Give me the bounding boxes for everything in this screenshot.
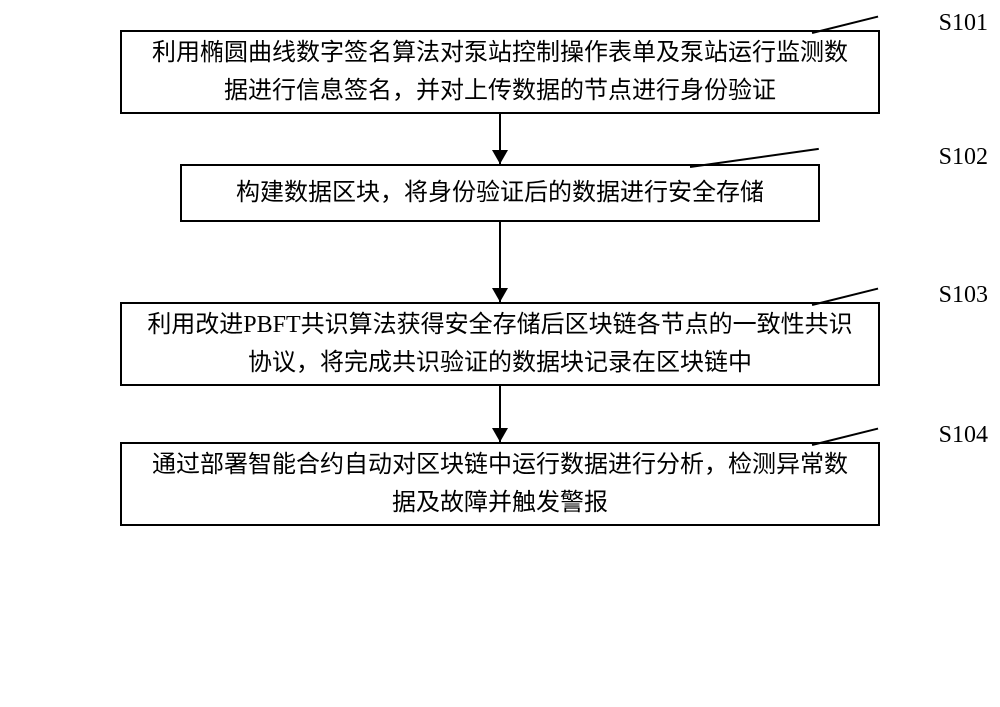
flow-step-3-text: 利用改进PBFT共识算法获得安全存储后区块链各节点的一致性共识协议，将完成共识验… bbox=[142, 306, 858, 383]
flowchart-container: 利用椭圆曲线数字签名算法对泵站控制操作表单及泵站运行监测数据进行信息签名，并对上… bbox=[50, 30, 950, 526]
arrow-2 bbox=[120, 222, 880, 302]
flow-step-4: 通过部署智能合约自动对区块链中运行数据进行分析，检测异常数据及故障并触发警报 S… bbox=[120, 442, 880, 526]
flow-step-2-text: 构建数据区块，将身份验证后的数据进行安全存储 bbox=[236, 174, 764, 212]
arrow-3 bbox=[120, 386, 880, 442]
leader-line-1 bbox=[812, 16, 878, 34]
flow-step-3-label: S103 bbox=[939, 276, 988, 314]
flow-step-4-text: 通过部署智能合约自动对区块链中运行数据进行分析，检测异常数据及故障并触发警报 bbox=[142, 446, 858, 523]
flow-step-1: 利用椭圆曲线数字签名算法对泵站控制操作表单及泵站运行监测数据进行信息签名，并对上… bbox=[120, 30, 880, 114]
flow-step-1-text: 利用椭圆曲线数字签名算法对泵站控制操作表单及泵站运行监测数据进行信息签名，并对上… bbox=[142, 34, 858, 111]
flow-step-1-label: S101 bbox=[939, 4, 988, 42]
flow-step-3: 利用改进PBFT共识算法获得安全存储后区块链各节点的一致性共识协议，将完成共识验… bbox=[120, 302, 880, 386]
flow-step-2-label: S102 bbox=[939, 138, 988, 176]
flow-step-4-label: S104 bbox=[939, 416, 988, 454]
flow-step-2: 构建数据区块，将身份验证后的数据进行安全存储 S102 bbox=[180, 164, 820, 222]
